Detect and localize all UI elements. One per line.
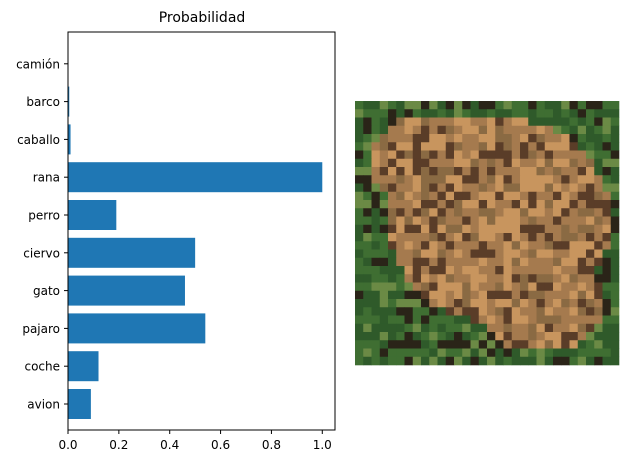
x-tick-label: 0.4 (160, 438, 179, 452)
x-tick-label: 0.0 (58, 438, 77, 452)
x-ticks-group: 0.0 0.2 0.4 0.6 0.8 1.0 (58, 430, 332, 452)
bar-coche (68, 351, 99, 382)
y-tick-label: avion (27, 398, 60, 412)
y-tick-label: ciervo (23, 246, 60, 260)
bars-group (68, 86, 323, 419)
y-ticks-group: avion coche pajaro gato ciervo perro rana cabal… (16, 57, 68, 412)
x-tick-label: 0.2 (109, 438, 128, 452)
bar-rana (68, 162, 323, 193)
bar-avion (68, 389, 91, 419)
y-tick-label: rana (33, 171, 60, 185)
y-tick-label: coche (24, 360, 60, 374)
bar-ciervo (68, 237, 196, 268)
y-tick-label: gato (33, 284, 60, 298)
y-tick-label: perro (28, 209, 60, 223)
bar-gato (68, 275, 185, 306)
x-tick-label: 1.0 (313, 438, 332, 452)
x-tick-label: 0.6 (211, 438, 230, 452)
axes-frame (67, 31, 336, 431)
bar-perro (68, 200, 117, 230)
y-tick-label: pajaro (22, 322, 60, 336)
frog-photo (355, 101, 620, 366)
chart-title: Probabilidad (159, 10, 246, 26)
y-tick-label: barco (26, 95, 60, 109)
bar-pajaro (68, 313, 206, 344)
y-tick-label: caballo (17, 133, 60, 147)
bar-barco (68, 86, 70, 117)
y-tick-label: camión (16, 57, 60, 71)
x-tick-label: 0.8 (262, 438, 281, 452)
bar-caballo (68, 124, 71, 155)
